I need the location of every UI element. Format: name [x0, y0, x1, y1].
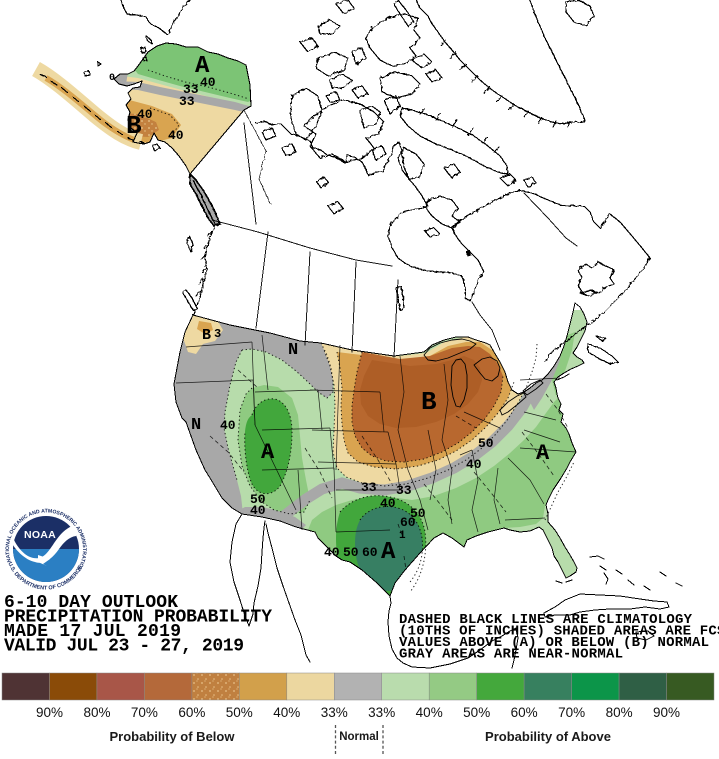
svg-text:40: 40: [380, 496, 396, 511]
svg-text:40%: 40%: [273, 705, 300, 720]
svg-text:MADE 17 JUL 2019: MADE 17 JUL 2019: [4, 622, 181, 642]
svg-text:A: A: [536, 441, 550, 466]
svg-text:40: 40: [220, 418, 236, 433]
svg-text:A: A: [261, 440, 275, 465]
svg-text:60: 60: [400, 515, 416, 530]
svg-text:(10THS OF INCHES) SHADED AREAS: (10THS OF INCHES) SHADED AREAS ARE FCST: [399, 624, 719, 640]
svg-text:DASHED BLACK LINES ARE CLIMATO: DASHED BLACK LINES ARE CLIMATOLOGY: [399, 612, 693, 628]
svg-text:PRECIPITATION PROBABILITY: PRECIPITATION PROBABILITY: [4, 608, 272, 628]
svg-text:50%: 50%: [463, 705, 490, 720]
svg-text:NOAA: NOAA: [24, 529, 56, 541]
svg-text:33%: 33%: [321, 705, 348, 720]
svg-text:B: B: [202, 327, 211, 344]
svg-text:40: 40: [324, 545, 340, 560]
svg-text:33: 33: [179, 94, 195, 109]
svg-text:40: 40: [200, 75, 216, 90]
svg-text:33%: 33%: [368, 705, 395, 720]
svg-text:B: B: [421, 387, 437, 417]
svg-text:3: 3: [214, 327, 221, 341]
svg-text:50: 50: [410, 506, 426, 521]
svg-text:80%: 80%: [606, 705, 633, 720]
svg-text:6-10 DAY OUTLOOK: 6-10 DAY OUTLOOK: [4, 593, 178, 613]
svg-text:90%: 90%: [36, 705, 63, 720]
svg-text:VALID JUL 23 - 27, 2019: VALID JUL 23 - 27, 2019: [4, 637, 244, 657]
svg-text:70%: 70%: [558, 705, 585, 720]
svg-text:0: 0: [109, 73, 115, 84]
svg-text:33: 33: [361, 480, 377, 495]
svg-text:40: 40: [250, 503, 266, 518]
svg-text:Probability of Above: Probability of Above: [485, 729, 611, 744]
svg-text:50: 50: [343, 545, 359, 560]
svg-text:50: 50: [250, 492, 266, 507]
svg-text:60%: 60%: [511, 705, 538, 720]
svg-text:90%: 90%: [653, 705, 680, 720]
svg-text:B: B: [126, 111, 142, 141]
svg-text:80%: 80%: [83, 705, 110, 720]
svg-text:A: A: [381, 539, 396, 566]
svg-text:GRAY AREAS ARE NEAR-NORMAL: GRAY AREAS ARE NEAR-NORMAL: [399, 647, 623, 663]
svg-text:40%: 40%: [416, 705, 443, 720]
svg-text:1: 1: [399, 530, 406, 542]
svg-text:40: 40: [168, 128, 184, 143]
svg-text:33: 33: [183, 82, 199, 97]
svg-text:40: 40: [137, 107, 153, 122]
svg-text:33: 33: [396, 483, 412, 498]
svg-text:60%: 60%: [178, 705, 205, 720]
svg-text:40: 40: [466, 457, 482, 472]
svg-text:N: N: [288, 341, 298, 360]
svg-text:N: N: [191, 416, 201, 435]
svg-text:Normal: Normal: [339, 731, 379, 743]
svg-text:VALUES ABOVE (A) OR BELOW (B): VALUES ABOVE (A) OR BELOW (B) NORMAL: [399, 635, 709, 651]
svg-text:A: A: [195, 53, 210, 80]
svg-text:50: 50: [478, 436, 494, 451]
svg-text:Probability of Below: Probability of Below: [110, 729, 236, 744]
svg-text:50%: 50%: [226, 705, 253, 720]
svg-text:60: 60: [362, 545, 378, 560]
svg-text:70%: 70%: [131, 705, 158, 720]
